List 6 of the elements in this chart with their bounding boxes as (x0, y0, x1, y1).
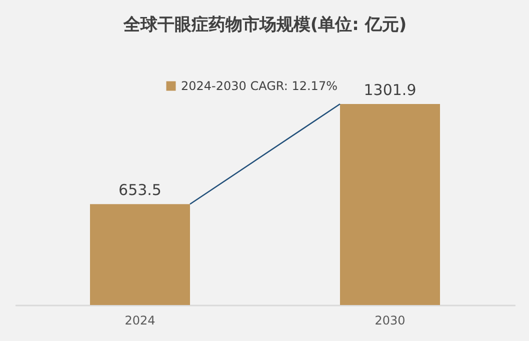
legend-label: 2024-2030 CAGR: 12.17% (181, 79, 338, 93)
chart-title: 全球干眼症药物市场规模(单位: 亿元) (122, 15, 407, 35)
x-tick-label: 2030 (374, 314, 406, 328)
x-tick-label: 2024 (124, 314, 156, 328)
data-label: 1301.9 (364, 81, 416, 99)
data-label: 653.5 (118, 181, 162, 200)
